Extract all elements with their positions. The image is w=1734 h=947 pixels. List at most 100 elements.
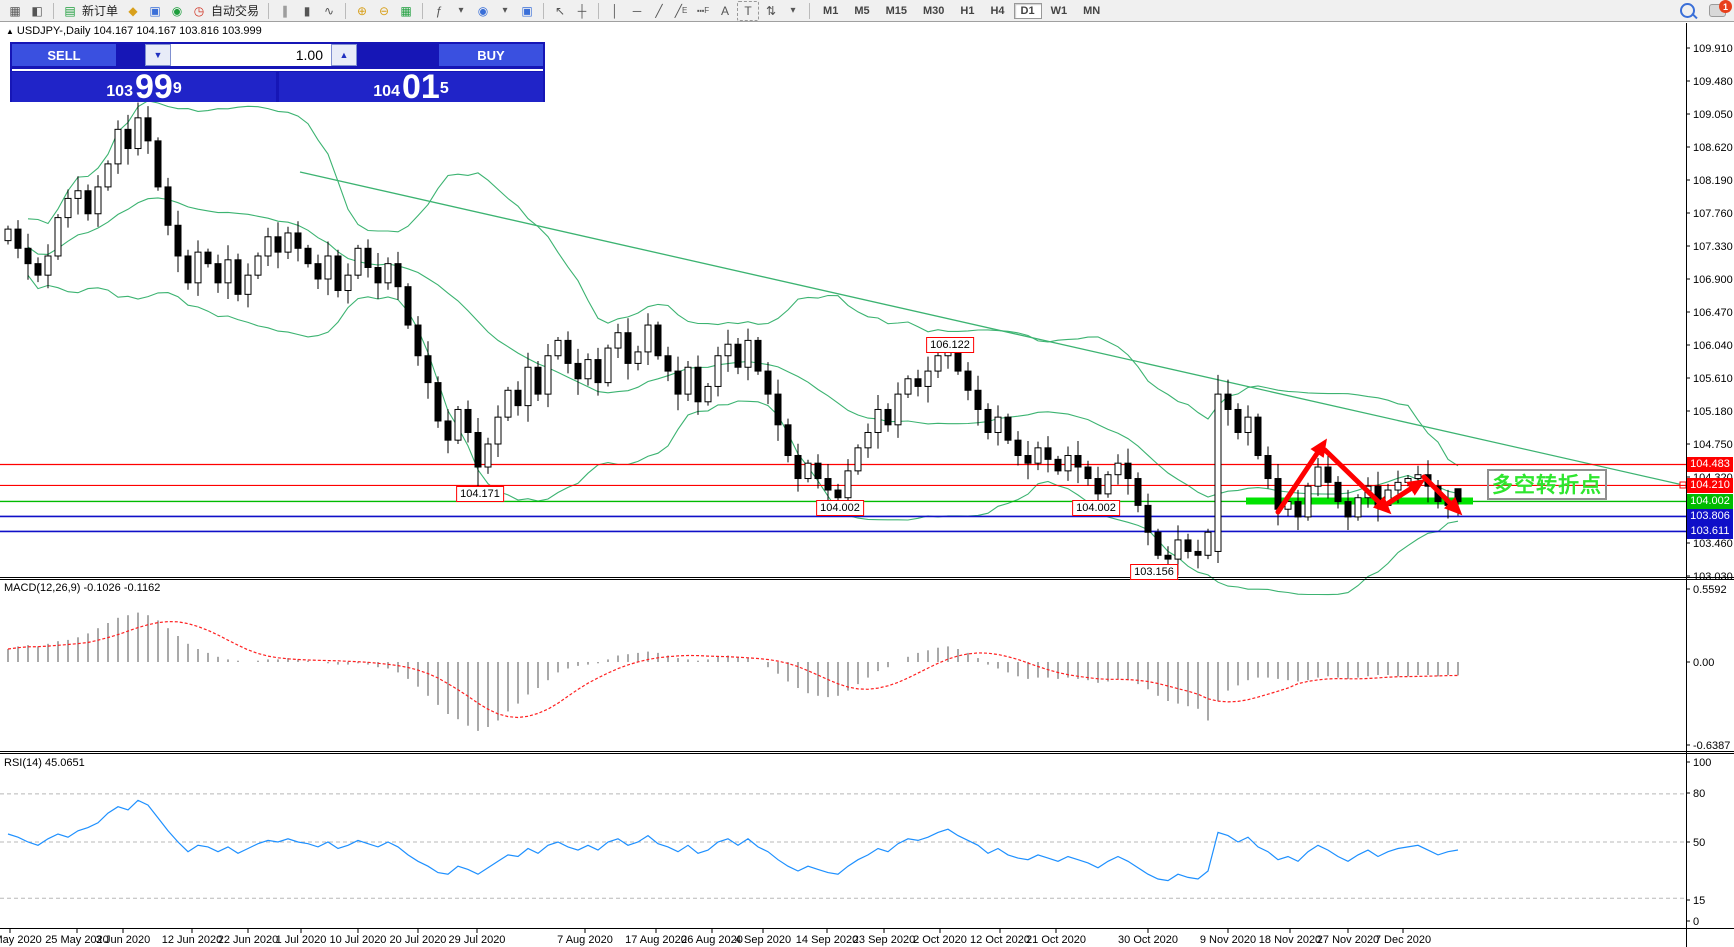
tab-timeframe-m15[interactable]: M15 [885, 4, 907, 17]
period-dropdown-icon[interactable]: ▾ [502, 5, 508, 16]
data-window-icon[interactable]: ◧ [31, 3, 43, 18]
candle-body [744, 339, 752, 368]
candle-body [1214, 393, 1222, 552]
fibonacci-icon[interactable]: ┅ F [696, 3, 710, 18]
horizontal-line-icon[interactable]: ─ [632, 3, 642, 18]
tile-windows-icon[interactable]: ▦ [400, 3, 412, 18]
descending-trendline[interactable] [299, 171, 1684, 486]
price-level-flag: 104.483 [1687, 456, 1733, 472]
tab-timeframe-h4[interactable]: H4 [990, 4, 1005, 17]
crosshair-icon[interactable]: ┼ [577, 3, 587, 18]
trend-arrow[interactable] [1275, 438, 1327, 515]
candle-body [1104, 474, 1112, 495]
date-axis-label: 3 Jun 2020 [96, 934, 150, 946]
candle-body [314, 263, 322, 280]
lot-increase-button[interactable]: ▲ [331, 44, 357, 66]
collapse-arrow-icon[interactable]: ▲ [6, 27, 14, 36]
indicators-dropdown-icon[interactable]: ▾ [458, 5, 464, 16]
zoom-in-icon[interactable]: ⊕ [357, 3, 368, 18]
annotation-text-box[interactable]: 多空转折点 [1487, 469, 1607, 500]
panel-divider [12, 69, 543, 71]
sell-button[interactable]: SELL [12, 44, 116, 66]
candle-body [834, 489, 842, 499]
zoom-out-icon[interactable]: ⊖ [379, 3, 390, 18]
candle-body [674, 370, 682, 395]
separator [53, 2, 54, 19]
date-axis-label: 15 May 2020 [0, 934, 42, 946]
trend-arrow[interactable] [1322, 447, 1392, 515]
price-tag-label[interactable]: 104.171 [456, 486, 504, 503]
cursor-icon[interactable]: ↖ [555, 3, 566, 18]
tab-timeframe-d1[interactable]: D1 [1013, 2, 1042, 19]
rsi-label: RSI(14) 45.0651 [4, 757, 85, 769]
indicators-icon[interactable]: ƒ [435, 3, 443, 18]
charts-panel-icon[interactable]: ▦ [9, 3, 21, 18]
auto-trading-icon[interactable]: ◷ [193, 3, 205, 18]
buy-button[interactable]: BUY [439, 44, 543, 66]
candle-body [1324, 466, 1332, 483]
sell-price-display[interactable]: 103 99 9 [12, 70, 276, 104]
tab-timeframe-w1[interactable]: W1 [1050, 4, 1068, 17]
arrows-icon[interactable]: ⇅ [766, 3, 777, 18]
candle-body [854, 447, 862, 472]
candle-body [864, 431, 872, 449]
date-axis-label: 4 Sep 2020 [735, 934, 791, 946]
bar-chart-icon[interactable]: ∥ [282, 3, 289, 18]
candle-body [554, 339, 562, 357]
candle-body [594, 359, 602, 384]
lot-size-input[interactable]: 1.00 [171, 44, 331, 66]
tab-timeframe-mn[interactable]: MN [1083, 4, 1101, 17]
arrows-dropdown-icon[interactable]: ▾ [790, 5, 796, 16]
date-axis-label: 23 Sep 2020 [853, 934, 915, 946]
candle-body [414, 324, 422, 357]
candle-body [894, 393, 902, 426]
notifications-icon[interactable]: 1 [1709, 0, 1732, 17]
candle-body [1184, 539, 1192, 552]
price-tag-label[interactable]: 104.002 [1072, 500, 1120, 516]
history-center-icon[interactable]: ◆ [128, 3, 138, 18]
mql-chat-icon[interactable]: ▣ [149, 3, 161, 18]
new-order-icon[interactable]: ▤ [64, 3, 76, 18]
candle-body [4, 228, 12, 242]
candle-body [374, 266, 382, 284]
new-order-button[interactable]: 新订单 [82, 4, 119, 18]
candle-body [284, 232, 292, 253]
price-tag-label[interactable]: 104.002 [816, 500, 864, 516]
search-icon[interactable] [1680, 3, 1695, 18]
rsi-axis-label: 100 [1693, 757, 1711, 769]
tab-timeframe-m1[interactable]: M1 [823, 4, 839, 17]
price-level-flag: 103.611 [1687, 523, 1733, 539]
trend-arrow[interactable] [1384, 479, 1426, 507]
candle-body [1024, 455, 1032, 464]
line-chart-icon[interactable]: ∿ [324, 3, 335, 18]
price-axis-label: 109.910 [1693, 43, 1733, 55]
candle-body [454, 408, 462, 441]
candle-body [1334, 481, 1342, 503]
candle-body [564, 339, 572, 364]
price-axis-label: 104.750 [1693, 439, 1733, 451]
price-tag-label[interactable]: 103.156 [1130, 564, 1178, 580]
price-axis-label: 109.050 [1693, 109, 1733, 121]
template-icon[interactable]: ▣ [521, 3, 533, 18]
candlestick-chart-icon[interactable]: ▮ [303, 3, 311, 18]
candle-body [334, 255, 342, 292]
buy-price-display[interactable]: 104 01 5 [279, 70, 543, 104]
equidistant-channel-icon[interactable]: ╱ E [674, 3, 688, 18]
vertical-line-icon[interactable]: │ [611, 3, 619, 18]
auto-trading-button[interactable]: 自动交易 [211, 4, 260, 18]
price-tag-label[interactable]: 106.122 [926, 337, 974, 354]
tab-timeframe-m30[interactable]: M30 [923, 4, 945, 17]
text-icon[interactable]: A [721, 3, 730, 18]
candle-body [304, 247, 312, 265]
tab-timeframe-h1[interactable]: H1 [960, 4, 975, 17]
trendline-icon[interactable]: ╱ [655, 3, 663, 18]
news-icon[interactable]: ◉ [171, 3, 183, 18]
candle-body [1084, 466, 1092, 480]
text-label-icon[interactable]: T [737, 0, 760, 21]
candle-body [394, 263, 402, 288]
tab-timeframe-m5[interactable]: M5 [854, 4, 870, 17]
period-icon[interactable]: ◉ [477, 3, 489, 18]
trend-arrow[interactable] [1421, 474, 1463, 516]
lot-decrease-button[interactable]: ▼ [145, 44, 171, 66]
